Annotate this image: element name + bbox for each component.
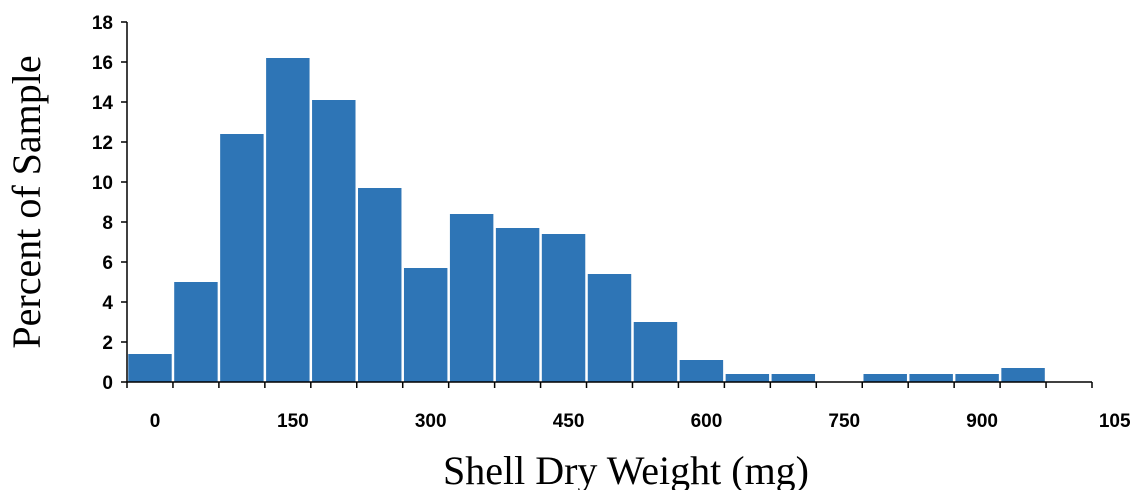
- bar-200-250: [312, 100, 356, 382]
- x-tick-label: 1050: [1099, 411, 1130, 432]
- y-tick-label: 16: [92, 53, 113, 74]
- x-tick-label: 600: [691, 411, 723, 432]
- x-tick-label: 750: [828, 411, 860, 432]
- y-tick-label: 2: [102, 333, 113, 354]
- bar-250-300: [358, 188, 402, 382]
- bar-850-900: [909, 374, 953, 382]
- bar-0-50: [128, 354, 172, 382]
- bar-600-650: [679, 360, 724, 382]
- x-tick-label: 900: [966, 411, 998, 432]
- bar-150-200: [266, 58, 310, 382]
- bar-300-350: [403, 268, 448, 382]
- y-tick-label: 18: [92, 13, 113, 34]
- bar-100-150: [220, 134, 264, 382]
- y-tick-label: 14: [92, 93, 114, 114]
- y-axis-title: Percent of Sample: [4, 55, 49, 348]
- x-tick-label: 0: [150, 411, 161, 432]
- y-tick-label: 4: [102, 293, 113, 314]
- y-tick-label: 10: [92, 173, 113, 194]
- bar-400-450: [495, 228, 540, 382]
- x-axis-ticks: 0 150 300 450 600 750 900 1050: [126, 382, 1130, 432]
- bar-800-850: [863, 374, 907, 382]
- bars-group: [128, 58, 1045, 382]
- x-tick-label: 300: [415, 411, 447, 432]
- y-tick-label: 12: [92, 133, 113, 154]
- bar-50-100: [174, 282, 218, 382]
- y-tick-label: 0: [102, 373, 113, 394]
- bar-650-700: [725, 374, 770, 382]
- y-axis-ticks: 0 2 4 6 8 10 12 14 16 18: [92, 13, 127, 394]
- bar-350-400: [449, 214, 494, 382]
- bar-900-950: [955, 374, 999, 382]
- x-tick-label: 150: [277, 411, 309, 432]
- bar-500-550: [587, 274, 632, 382]
- x-tick-label: 450: [553, 411, 585, 432]
- y-tick-label: 8: [102, 213, 113, 234]
- x-axis-title: Shell Dry Weight (mg): [443, 448, 809, 490]
- bar-550-600: [633, 322, 678, 382]
- y-tick-label: 6: [102, 253, 113, 274]
- bar-950-1000: [1001, 368, 1045, 382]
- bar-700-750: [771, 374, 816, 382]
- bar-450-500: [541, 234, 586, 382]
